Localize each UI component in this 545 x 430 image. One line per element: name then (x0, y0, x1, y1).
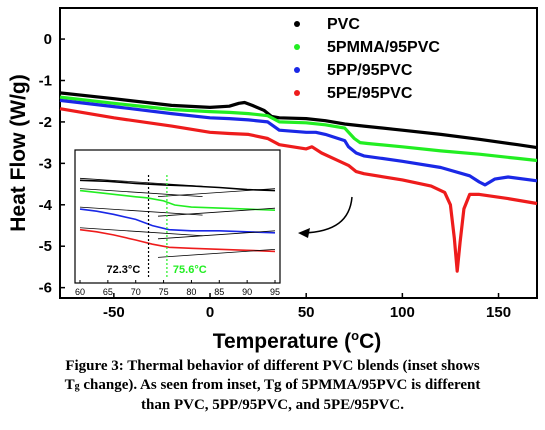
legend-marker-1 (294, 44, 300, 50)
inset-tangent-1 (79, 188, 203, 197)
x-tick-label: 0 (206, 304, 214, 321)
inset-tangent-3 (79, 227, 203, 237)
legend-label-0: PVC (327, 16, 360, 33)
inset-x-tick-label: 70 (131, 287, 141, 297)
inset-x-tick-label: 85 (214, 287, 224, 297)
inset-curve-2 (79, 208, 276, 234)
caption-line-2: Tg change). As seen from inset, Tg of 5P… (64, 377, 481, 393)
y-axis-label: Heat Flow (W/g) (7, 74, 30, 231)
legend-label-3: 5PE/95PVC (327, 85, 413, 102)
inset-annotation-1: 75.6°C (173, 264, 207, 276)
legend-marker-2 (294, 67, 300, 73)
thermal-chart: 0 -1 -2 -3 -4 -5 -6 -50 0 50 100 150 PVC 5PMMA/95PV… (7, 7, 538, 353)
x-tick-label: 100 (390, 304, 415, 321)
legend-label-2: 5PP/95PVC (327, 62, 413, 79)
legend: PVC 5PMMA/95PVC 5PP/95PVC 5PE/95PVC (294, 16, 440, 102)
inset-x-tick-label: 60 (75, 287, 85, 297)
x-tick-label: 150 (486, 304, 511, 321)
series-line-3 (59, 107, 538, 273)
inset-annotation-0: 72.3°C (107, 264, 141, 276)
y-axis: 0 -1 -2 -3 -4 -5 -6 (39, 31, 65, 297)
inset-pointer-arrow (302, 196, 353, 234)
inset-x-tick-label: 90 (242, 287, 252, 297)
legend-marker-3 (294, 90, 300, 96)
series-line-0 (59, 91, 538, 150)
y-tick-label: 0 (44, 31, 52, 48)
inset-curve-3 (79, 228, 276, 253)
caption-line-1: Figure 3: Thermal behavior of different … (65, 358, 480, 374)
inset-curve-1 (79, 189, 276, 211)
inset-tangent-2 (79, 206, 203, 216)
y-tick-label: -4 (39, 197, 53, 214)
legend-label-1: 5PMMA/95PVC (327, 39, 440, 56)
x-axis-label: Temperature (oC) (213, 328, 382, 353)
inset-tangent-0 (79, 177, 203, 187)
inset-tangent-b-3 (157, 248, 276, 258)
series-line-2 (59, 98, 538, 187)
arrow-head-icon (298, 228, 310, 238)
figure-caption: Figure 3: Thermal behavior of different … (0, 357, 545, 415)
inset-x-tick-label: 95 (270, 287, 280, 297)
inset-tangent-b-1 (157, 207, 276, 217)
y-tick-label: -6 (39, 280, 52, 297)
series-line-1 (59, 95, 538, 163)
inset-frame (74, 149, 281, 284)
y-tick-label: -5 (39, 238, 52, 255)
inset-tangent-b-2 (157, 230, 276, 240)
x-axis: -50 0 50 100 150 (103, 293, 511, 321)
series-group (59, 91, 538, 273)
inset-x-tick-label: 80 (186, 287, 196, 297)
inset-x-tick-label: 75 (159, 287, 169, 297)
caption-line-3: than PVC, 5PP/95PVC, and 5PE/95PVC. (141, 397, 404, 413)
y-tick-label: -1 (39, 73, 52, 90)
y-tick-label: -3 (39, 155, 52, 172)
inset-x-tick-label: 65 (103, 287, 113, 297)
legend-marker-0 (294, 21, 300, 27)
y-tick-label: -2 (39, 114, 52, 131)
x-tick-label: 50 (298, 304, 315, 321)
x-tick-label: -50 (103, 304, 125, 321)
inset-curve-0 (79, 179, 276, 192)
inset-plot: 60 65 70 75 80 85 90 95 72.3°C 75.6°C (74, 149, 281, 297)
